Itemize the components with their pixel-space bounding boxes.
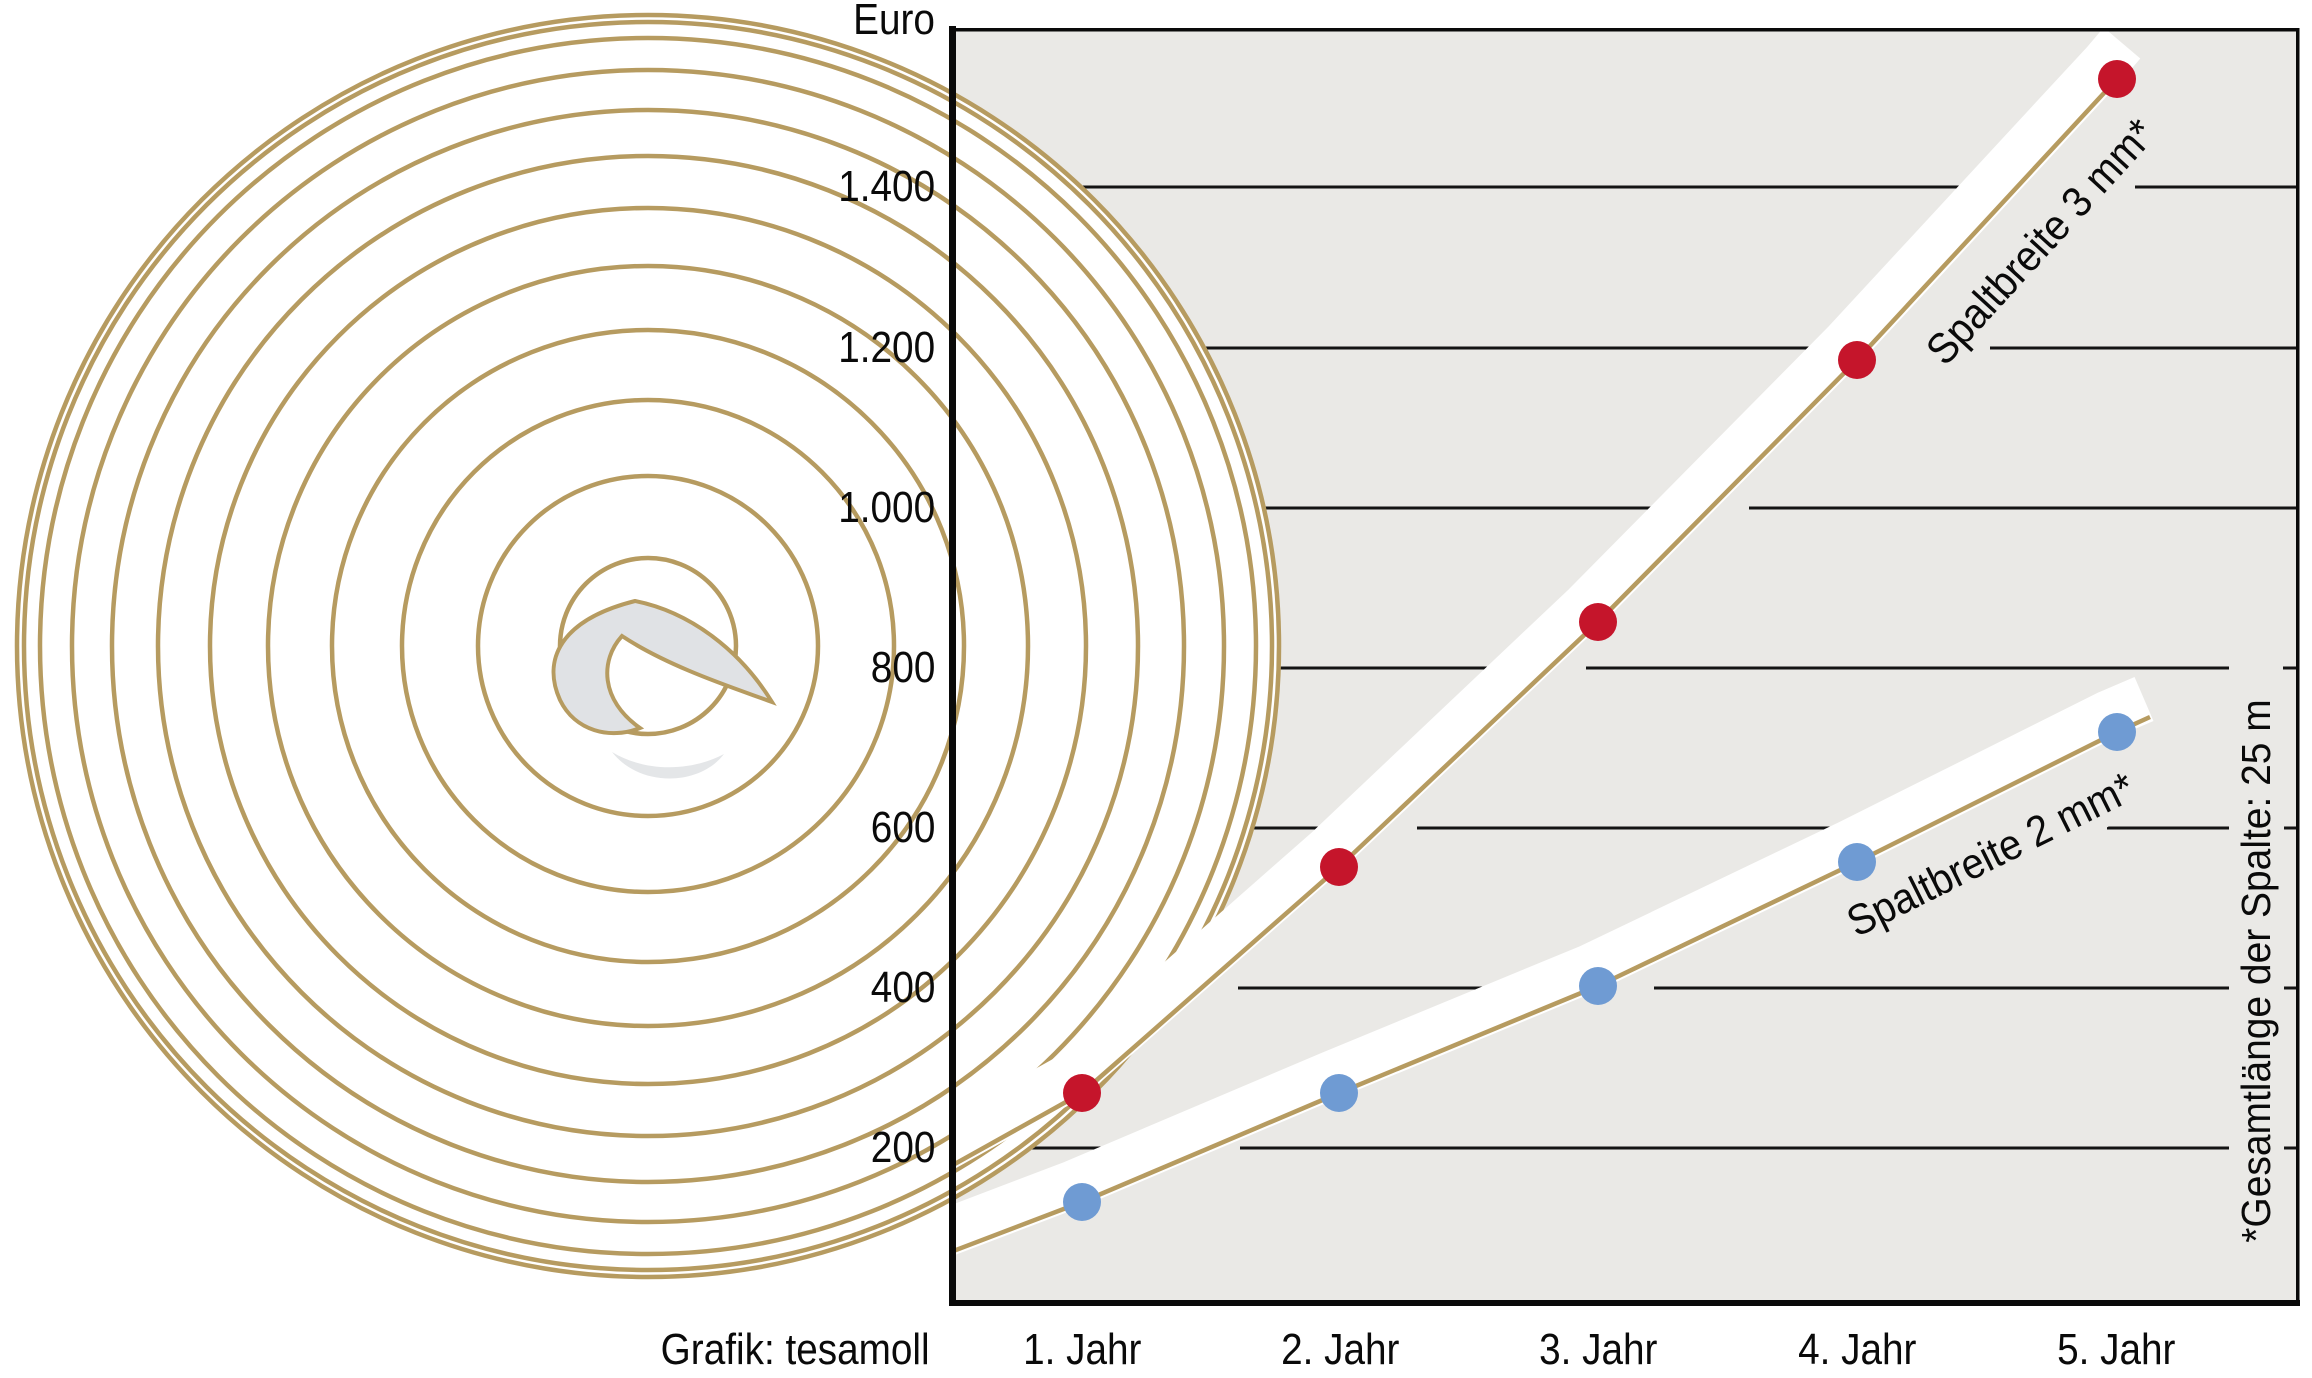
x-tick-year4: 4. Jahr [1797,1325,1917,1374]
gridlines [1030,185,2296,1150]
x-axis-line [949,1300,2300,1306]
x-tick-year1: 1. Jahr [1022,1325,1142,1374]
y-axis-unit-label: Euro [853,0,935,44]
series-line-3mm [953,77,2119,1168]
plot-border-right [2296,28,2300,1303]
data-point-3mm-year5 [2098,60,2136,98]
series-band-3mm [953,28,2141,1170]
y-axis-line [949,26,956,1306]
data-point-3mm-year4 [1838,341,1876,379]
y-tick-800: 800 [870,643,935,692]
y-tick-400: 400 [870,963,935,1012]
data-points-2mm [1063,713,2136,1221]
chart-credit: Grafik: tesamoll [661,1325,930,1374]
tape-end-shadow [612,752,724,779]
x-tick-year5: 5. Jahr [2056,1325,2176,1374]
data-point-3mm-year2 [1320,848,1358,886]
y-tick-200: 200 [870,1123,935,1172]
y-tick-1000: 1.000 [838,483,935,532]
data-point-2mm-year2 [1320,1074,1358,1112]
data-point-3mm-year1 [1063,1074,1101,1112]
tape-end-curl [551,598,777,736]
plot-border-top [953,28,2299,32]
plot-frame [949,26,2300,1306]
footnote-gap-length: *Gesamtlänge der Spalte: 25 m [2229,661,2283,1281]
y-tick-1400: 1.400 [838,162,935,211]
data-points-3mm [1063,60,2136,1112]
series-band-2mm [953,676,2154,1256]
x-tick-year3: 3. Jahr [1538,1325,1658,1374]
data-point-2mm-year5 [2098,713,2136,751]
data-point-2mm-year4 [1838,843,1876,881]
data-point-2mm-year1 [1063,1183,1101,1221]
y-tick-1200: 1.200 [838,323,935,372]
x-tick-year2: 2. Jahr [1280,1325,1400,1374]
data-point-3mm-year3 [1579,603,1617,641]
tape-roll-illustration [14,12,1282,1280]
data-point-2mm-year3 [1579,967,1617,1005]
y-tick-600: 600 [870,803,935,852]
